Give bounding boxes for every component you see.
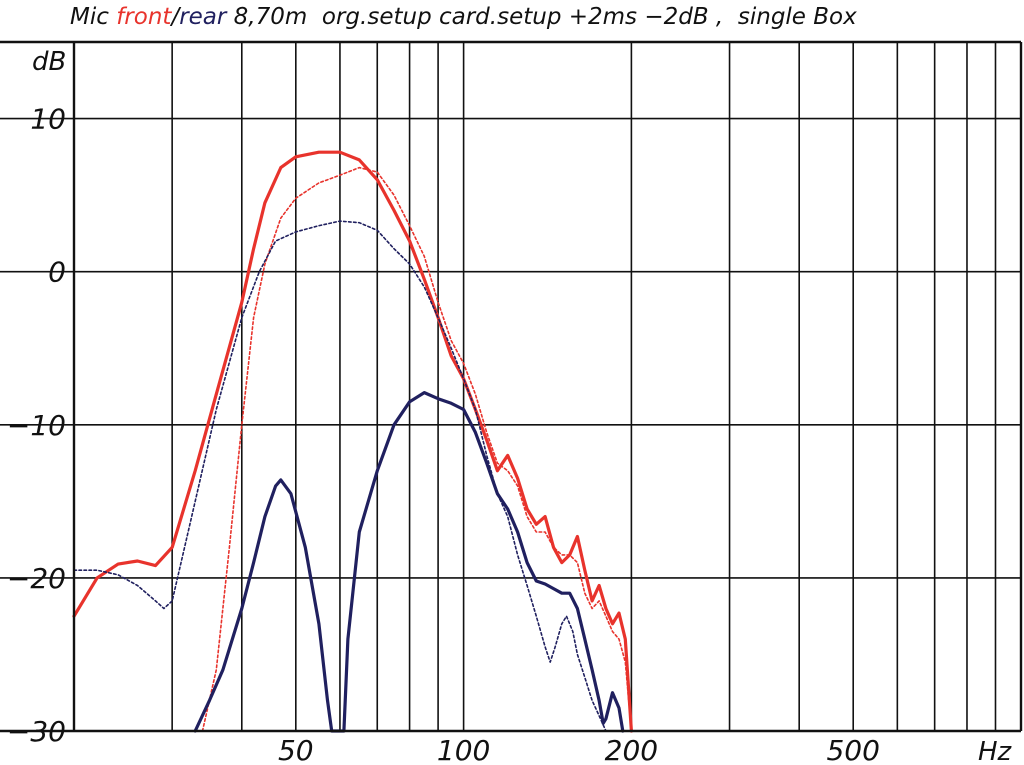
- series-line-rear: [193, 391, 625, 733]
- title-part: 8,70m org.setup card.setup +2ms −2dB , s…: [226, 4, 857, 30]
- y-tick-label: −30: [7, 715, 66, 748]
- y-tick-label: −10: [7, 409, 66, 442]
- y-tick-label: −20: [7, 562, 66, 595]
- y-tick-label: 10: [30, 103, 66, 136]
- y-tick-label: 0: [48, 256, 66, 289]
- x-tick-label: 200: [605, 734, 658, 765]
- title-part: rear: [179, 4, 228, 30]
- title-part: front: [116, 4, 172, 30]
- x-tick-label: 50: [278, 734, 314, 765]
- series-line-front-org-setup: [201, 166, 633, 732]
- x-tick-label: 100: [437, 734, 490, 765]
- chart-title: Mic front/rear 8,70m org.setup card.setu…: [70, 4, 857, 30]
- title-part: Mic: [70, 4, 116, 30]
- chart-grid: [0, 42, 1021, 731]
- series-line-rear-org-setup: [73, 220, 607, 732]
- y-axis-label: dB: [32, 47, 66, 77]
- chart-series: [72, 150, 633, 733]
- x-tick-label: 500: [826, 734, 879, 765]
- x-axis-label: Hz: [978, 737, 1013, 765]
- plot-frame: [0, 40, 1023, 733]
- series-line-front: [72, 150, 633, 733]
- title-part: /: [169, 4, 181, 30]
